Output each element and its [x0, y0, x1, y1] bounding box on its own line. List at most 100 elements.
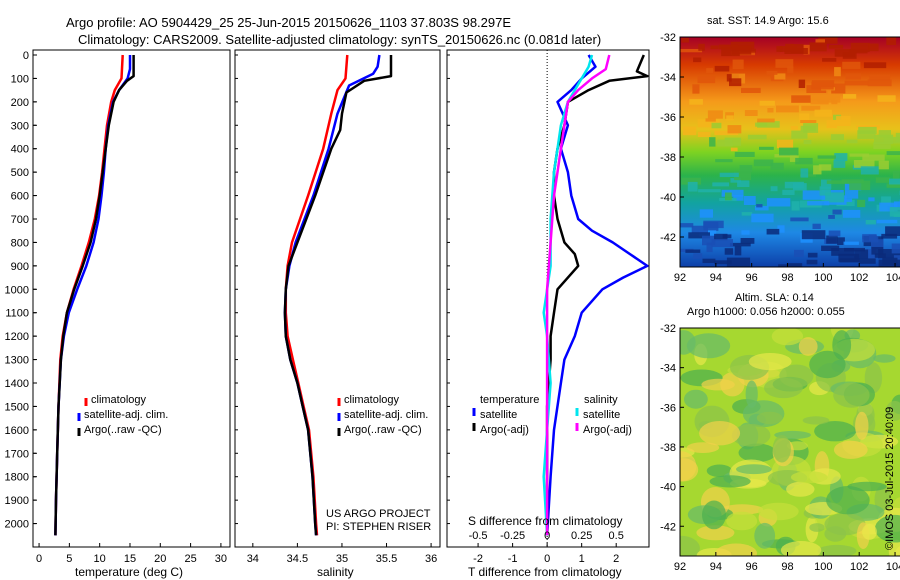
- sla-texture-blob: [833, 440, 868, 459]
- sst-texture-cell: [681, 38, 689, 43]
- sst-texture-cell: [878, 160, 889, 170]
- sla-texture-blob: [745, 380, 758, 409]
- legend-salinity-title: salinity: [584, 394, 618, 406]
- sst-texture-cell: [774, 154, 797, 158]
- sst-texture-cell: [837, 237, 845, 245]
- sst-texture-cell: [744, 110, 758, 116]
- difference-lines: [542, 54, 649, 536]
- sst-texture-cell: [889, 207, 900, 217]
- sst-texture-cell: [705, 118, 716, 122]
- x-tick-label: 35.5: [376, 553, 397, 565]
- depth-tick-label: 1300: [5, 355, 29, 367]
- sst-texture-cell: [803, 140, 812, 145]
- sst-texture-cell: [730, 178, 741, 183]
- sla-texture-blob: [686, 333, 731, 359]
- sst-texture-cell: [862, 154, 885, 161]
- depth-tick-label: 400: [11, 144, 29, 156]
- salinity-diff-tick-label: -0.25: [500, 530, 525, 542]
- sst-texture-cell: [795, 157, 813, 165]
- sst-texture-cell: [803, 123, 819, 133]
- map-y-tick-label: -40: [660, 482, 676, 494]
- sst-texture-cell: [759, 100, 775, 106]
- depth-tick-label: 900: [11, 261, 29, 273]
- sst-texture-cell: [831, 248, 855, 256]
- legend-satellite-adj: satellite-adj. clim.: [84, 409, 168, 421]
- difference-x-axis: -2 -1 0 1 2: [447, 54, 619, 565]
- sst-texture-cell: [710, 45, 719, 50]
- sst-texture-cell: [791, 130, 808, 139]
- depth-tick-label: 800: [11, 237, 29, 249]
- sla-texture-blob: [701, 378, 735, 391]
- map-x-tick-label: 104: [886, 272, 900, 284]
- sst-texture-cell: [876, 219, 898, 224]
- depth-tick-label: 500: [11, 167, 29, 179]
- sst-texture-cell: [776, 139, 794, 149]
- sst-texture-cell: [743, 196, 756, 205]
- sst-texture-cell: [817, 95, 841, 103]
- sst-texture-cell: [776, 105, 799, 113]
- sst-texture-cell: [886, 183, 900, 188]
- sst-texture-cell: [734, 151, 755, 157]
- depth-tick-label: 1800: [5, 472, 29, 484]
- sst-texture-cell: [891, 243, 900, 254]
- sst-texture-cell: [757, 121, 780, 128]
- sst-texture-cell: [719, 172, 739, 178]
- sst-texture-cell: [856, 125, 880, 129]
- sst-texture-cell: [730, 41, 755, 49]
- sla-texture-blob: [833, 382, 870, 408]
- sst-texture-cell: [871, 239, 884, 249]
- map-y-tick-label: -32: [660, 32, 676, 44]
- sst-texture-cell: [721, 189, 744, 197]
- sst-texture-cell: [689, 99, 703, 105]
- depth-tick-label: 700: [11, 214, 29, 226]
- sst-texture-cell: [681, 177, 701, 185]
- sst-texture-cell: [691, 225, 708, 234]
- sla-texture-blob: [885, 400, 900, 421]
- temperature-lines: [54, 54, 135, 536]
- sst-texture-cell: [874, 253, 886, 258]
- sst-texture-cell: [865, 220, 876, 225]
- salinity-lines: [283, 54, 393, 536]
- sst-texture-cell: [879, 202, 898, 212]
- sst-texture-cell: [813, 165, 822, 175]
- sst-texture-cell: [802, 190, 826, 200]
- sst-texture-cell: [857, 130, 876, 139]
- sst-texture-cell: [844, 198, 853, 202]
- map-y-tick-label: -42: [660, 521, 676, 533]
- sst-texture-cell: [794, 249, 804, 258]
- sst-texture-cell: [767, 108, 774, 113]
- sst-texture-cell: [685, 249, 701, 253]
- sst-texture-cell: [718, 44, 739, 50]
- sst-texture-cell: [882, 257, 898, 265]
- x-tick-label: 0: [36, 553, 42, 565]
- salinity-diff-tick-label: 0.5: [609, 530, 624, 542]
- sst-texture-cell: [828, 230, 841, 237]
- sst-texture-cell: [877, 95, 896, 102]
- map-y-tick-label: -38: [660, 442, 676, 454]
- sst-texture-cell: [737, 180, 750, 187]
- sst-texture-cell: [687, 181, 698, 192]
- sst-texture-cell: [734, 246, 742, 256]
- sst-texture-cell: [875, 177, 890, 183]
- sla-texture-blob: [738, 443, 777, 463]
- sst-texture-cell: [827, 91, 836, 100]
- sst-texture-cell: [714, 260, 732, 265]
- sla-texture-blob: [709, 475, 751, 488]
- sla-texture-blob: [817, 544, 857, 556]
- sst-texture-cell: [726, 257, 751, 267]
- map-x-tick-label: 100: [814, 561, 832, 573]
- sst-texture-cell: [819, 186, 831, 196]
- sst-texture-cell: [756, 204, 763, 208]
- sst-texture-cell: [791, 95, 811, 103]
- legend-climatology: climatology: [91, 394, 147, 406]
- sst-texture-cell: [724, 137, 742, 146]
- temperature-panel-frame: [32, 49, 231, 548]
- sst-texture-cell: [821, 245, 840, 251]
- sst-texture-cell: [832, 209, 842, 215]
- sst-texture-cell: [714, 65, 730, 72]
- sla-map-texture: [680, 328, 900, 556]
- sla-map-title: Altim. SLA: 0.14: [735, 292, 814, 304]
- series-line-climatology: [284, 54, 349, 536]
- sla-texture-blob: [798, 337, 818, 356]
- sst-texture-cell: [868, 197, 875, 202]
